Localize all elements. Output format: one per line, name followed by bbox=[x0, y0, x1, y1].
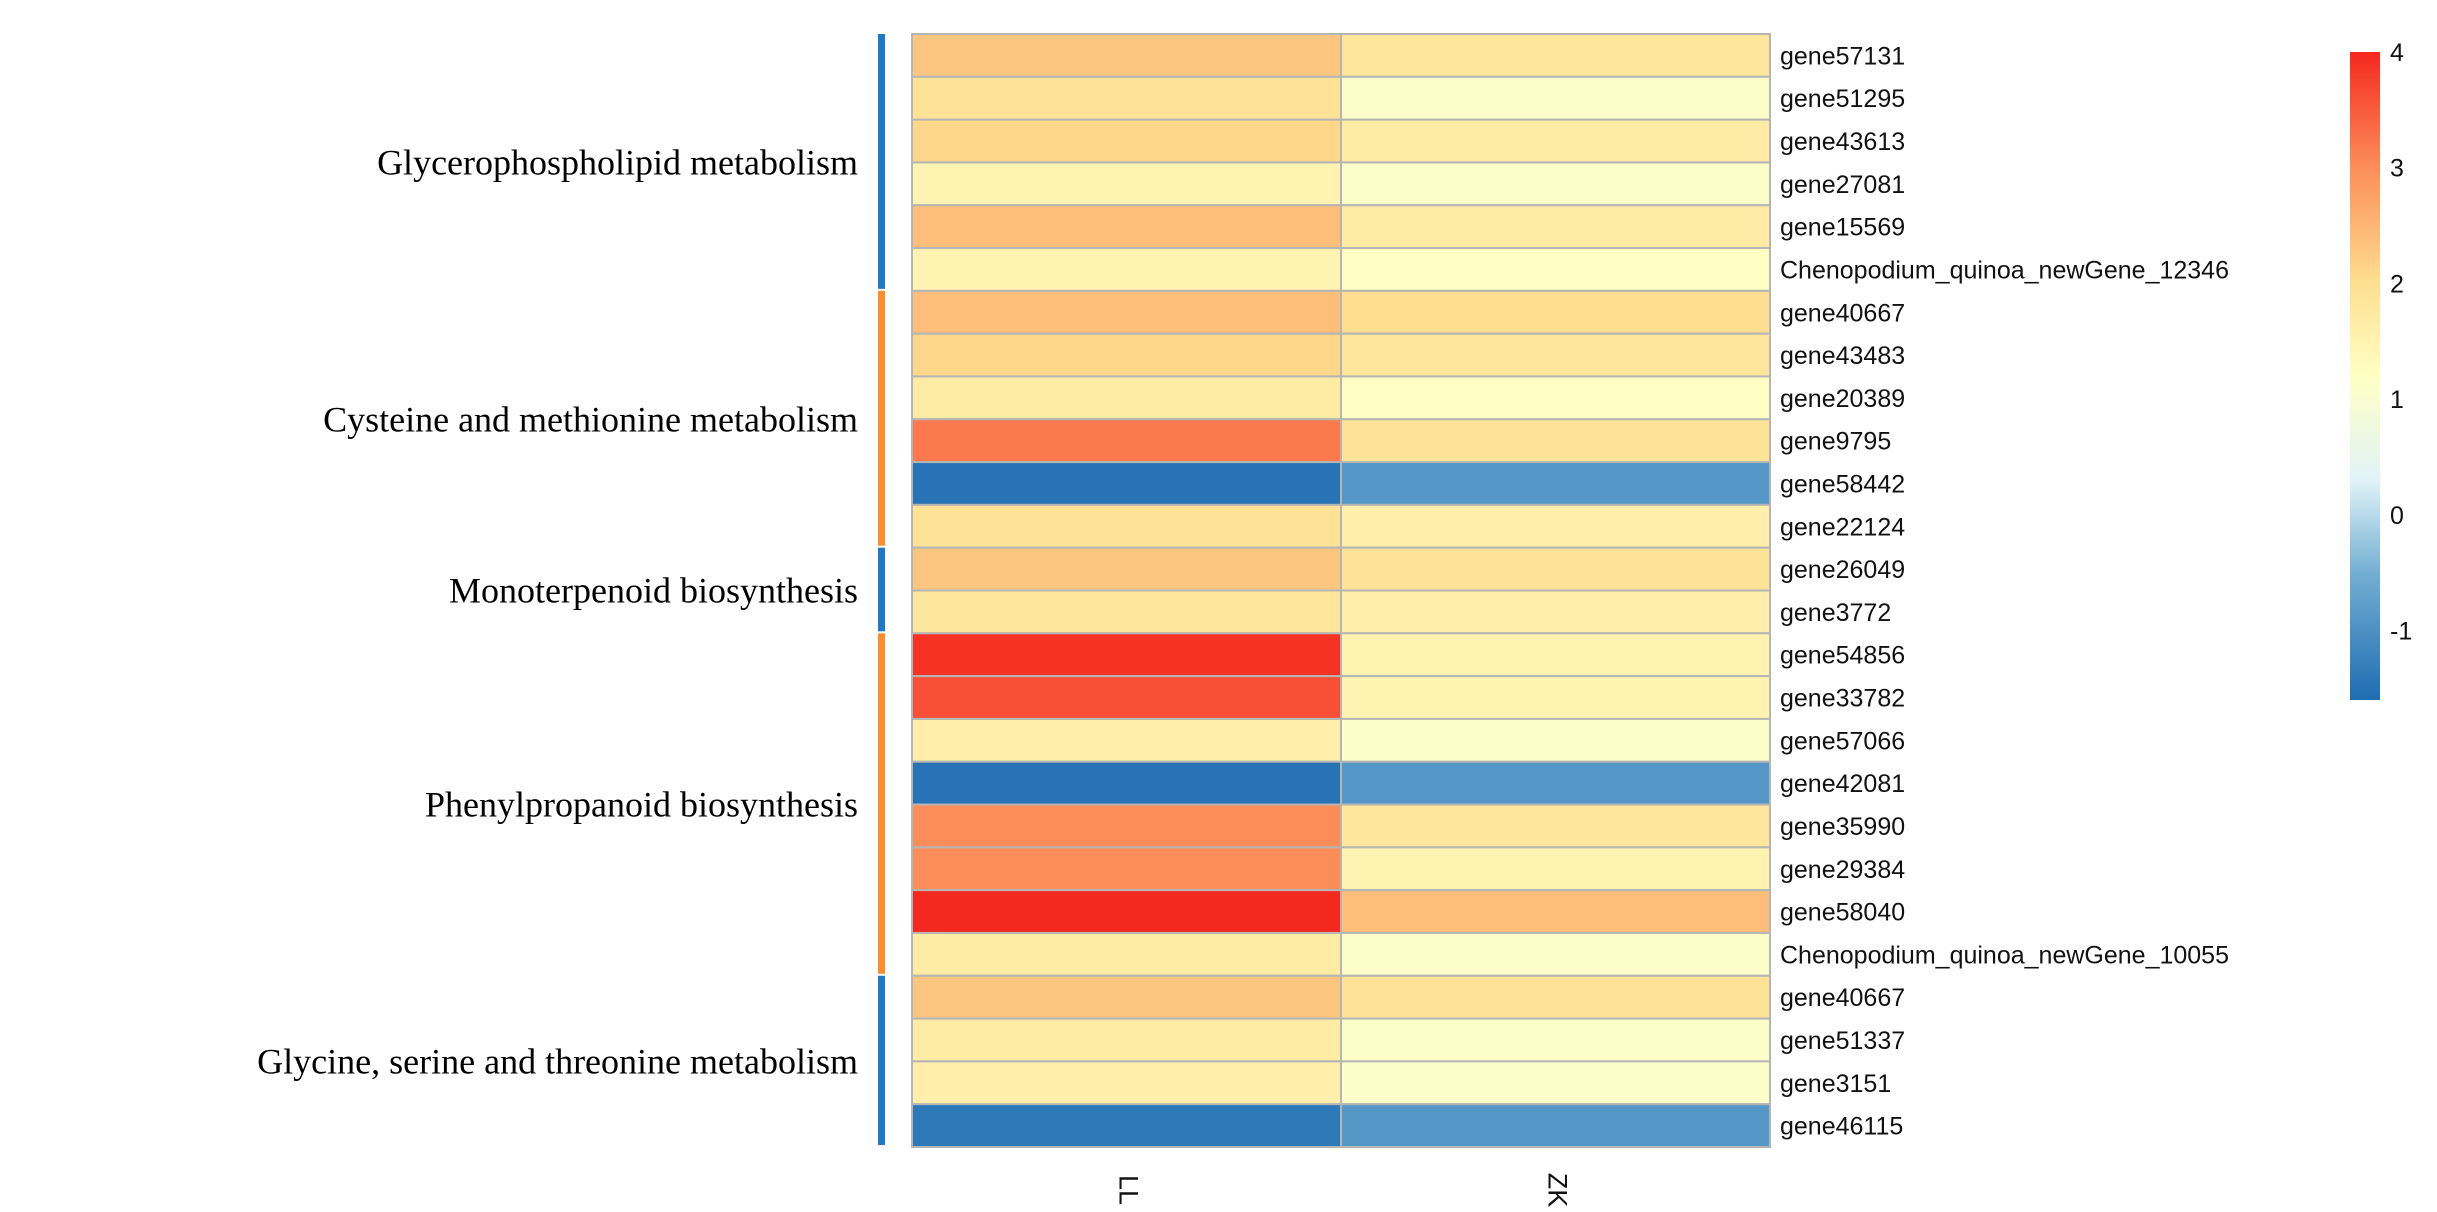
heatmap-cell bbox=[1340, 889, 1771, 934]
heatmap-cell bbox=[911, 1060, 1342, 1106]
gene-label: gene40667 bbox=[1780, 984, 1905, 1012]
heatmap-cell bbox=[1340, 461, 1771, 506]
heatmap-cell bbox=[1340, 589, 1771, 635]
colorbar-tick-label: 1 bbox=[2390, 386, 2404, 414]
gene-label: gene43483 bbox=[1780, 342, 1905, 370]
group-bar bbox=[878, 633, 885, 974]
heatmap-cell bbox=[1340, 1060, 1771, 1106]
pathway-label: Glycine, serine and threonine metabolism bbox=[257, 1041, 858, 1081]
colorbar bbox=[2350, 52, 2380, 700]
gene-label: gene3151 bbox=[1780, 1070, 1891, 1098]
heatmap-cell bbox=[911, 546, 1342, 592]
heatmap-cell bbox=[911, 75, 1342, 121]
gene-label: gene40667 bbox=[1780, 299, 1905, 327]
heatmap-cell bbox=[911, 846, 1342, 892]
gene-label: gene43613 bbox=[1780, 128, 1905, 156]
heatmap-cell bbox=[1340, 717, 1771, 763]
heatmap-cell bbox=[911, 503, 1342, 549]
group-bar bbox=[878, 290, 885, 546]
colorbar-tick-label: -1 bbox=[2390, 618, 2412, 646]
heatmap-cell bbox=[911, 931, 1342, 977]
heatmap-cell bbox=[911, 375, 1342, 421]
heatmap-cell bbox=[911, 289, 1342, 335]
column-label: LL bbox=[1113, 1175, 1143, 1205]
heatmap-cell bbox=[1340, 675, 1771, 720]
heatmap-cell bbox=[1340, 974, 1771, 1020]
pathway-label: Glycerophospholipid metabolism bbox=[377, 142, 858, 182]
gene-label: gene35990 bbox=[1780, 813, 1905, 841]
heatmap-cell bbox=[1340, 332, 1771, 378]
heatmap-cell bbox=[1340, 161, 1771, 207]
gene-label: Chenopodium_quinoa_newGene_12346 bbox=[1780, 256, 2229, 284]
gene-label: gene26049 bbox=[1780, 556, 1905, 584]
gene-label: gene22124 bbox=[1780, 513, 1905, 541]
heatmap-cell bbox=[911, 803, 1342, 849]
gene-label: gene9795 bbox=[1780, 428, 1891, 456]
heatmap-cell bbox=[1340, 803, 1771, 849]
heatmap-cell bbox=[1340, 546, 1771, 592]
gene-label: gene20389 bbox=[1780, 385, 1905, 413]
gene-label: gene51337 bbox=[1780, 1027, 1905, 1055]
gene-label: gene29384 bbox=[1780, 856, 1905, 884]
heatmap-cell bbox=[1340, 418, 1771, 464]
gene-label: gene27081 bbox=[1780, 171, 1905, 199]
gene-label: gene57066 bbox=[1780, 727, 1905, 755]
group-bar bbox=[878, 34, 885, 289]
pathway-label: Monoterpenoid biosynthesis bbox=[449, 571, 858, 611]
heatmap-cell bbox=[1340, 289, 1771, 335]
gene-label: gene54856 bbox=[1780, 642, 1905, 670]
pathway-label: Phenylpropanoid biosynthesis bbox=[425, 785, 858, 825]
heatmap-cell bbox=[911, 589, 1342, 635]
gene-label: gene51295 bbox=[1780, 85, 1905, 113]
gene-label: gene46115 bbox=[1780, 1113, 1903, 1141]
gene-label: gene42081 bbox=[1780, 770, 1905, 798]
heatmap-cell bbox=[911, 418, 1342, 464]
heatmap-cell bbox=[911, 632, 1342, 678]
heatmap-cell bbox=[911, 889, 1342, 934]
pathway-label: Cysteine and methionine metabolism bbox=[323, 399, 858, 439]
heatmap-cell bbox=[911, 118, 1342, 164]
gene-label: gene33782 bbox=[1780, 685, 1905, 713]
heatmap-cell bbox=[1340, 247, 1771, 292]
gene-label: gene58040 bbox=[1780, 899, 1905, 927]
heatmap-cell bbox=[1340, 503, 1771, 549]
gene-label: gene58442 bbox=[1780, 470, 1905, 498]
colorbar-tick-label: 3 bbox=[2390, 155, 2404, 183]
heatmap-cell bbox=[911, 247, 1342, 292]
heatmap-cell bbox=[1340, 75, 1771, 121]
gene-label: gene15569 bbox=[1780, 214, 1905, 242]
heatmap-cell bbox=[911, 1017, 1342, 1063]
heatmap-cell bbox=[911, 332, 1342, 378]
heatmap-cell bbox=[911, 717, 1342, 763]
heatmap-cell bbox=[1340, 1017, 1771, 1063]
heatmap-cell bbox=[911, 161, 1342, 207]
heatmap-cell bbox=[911, 204, 1342, 250]
colorbar-tick-label: 4 bbox=[2390, 39, 2404, 67]
heatmap-cell bbox=[911, 33, 1342, 78]
heatmap-cell bbox=[1340, 204, 1771, 250]
group-bar bbox=[878, 975, 885, 1145]
heatmap-cell bbox=[1340, 1103, 1771, 1148]
heatmap-cell bbox=[911, 675, 1342, 720]
heatmap-cell bbox=[1340, 375, 1771, 421]
column-label: ZK bbox=[1542, 1173, 1572, 1208]
heatmap-cell bbox=[911, 1103, 1342, 1148]
heatmap-cell bbox=[1340, 632, 1771, 678]
group-bar bbox=[878, 547, 885, 632]
gene-label: gene57131 bbox=[1780, 42, 1905, 70]
heatmap-cell bbox=[911, 974, 1342, 1020]
heatmap-cell bbox=[911, 760, 1342, 806]
colorbar-tick-label: 0 bbox=[2390, 502, 2404, 530]
colorbar-tick-label: 2 bbox=[2390, 270, 2404, 298]
heatmap-cell bbox=[1340, 760, 1771, 806]
gene-label: gene3772 bbox=[1780, 599, 1891, 627]
heatmap-cell bbox=[1340, 118, 1771, 164]
heatmap-cell bbox=[911, 461, 1342, 506]
heatmap-cell bbox=[1340, 931, 1771, 977]
heatmap-cell bbox=[1340, 33, 1771, 78]
gene-label: Chenopodium_quinoa_newGene_10055 bbox=[1780, 941, 2229, 969]
heatmap-cell bbox=[1340, 846, 1771, 892]
